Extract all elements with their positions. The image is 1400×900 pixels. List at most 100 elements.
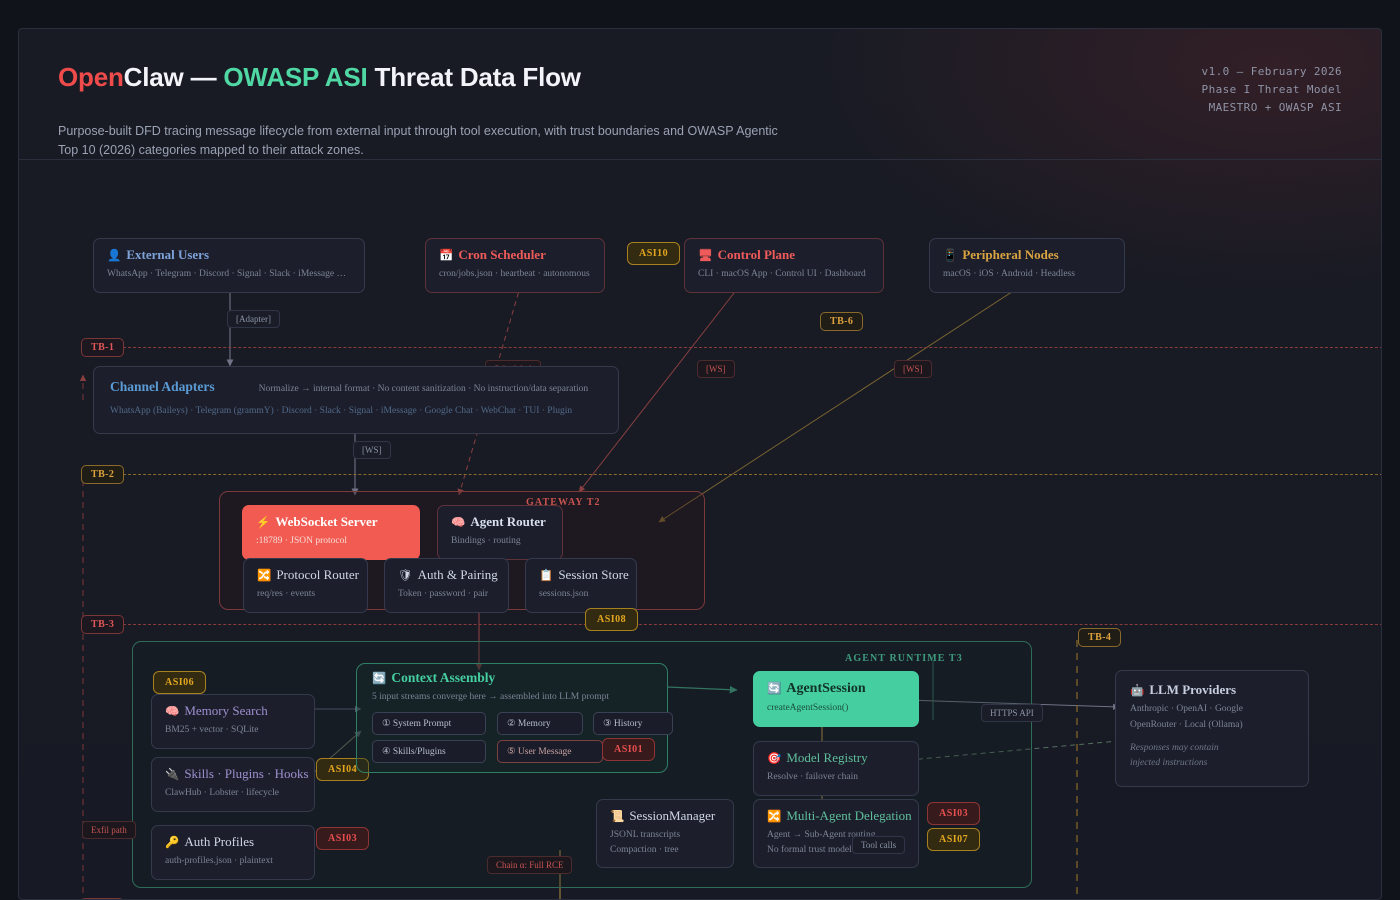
- node-websocket-server[interactable]: ⚡ WebSocket Server :18789 · JSON protocol: [242, 505, 420, 560]
- scroll-icon: 📜: [610, 811, 625, 823]
- boundary-tag-tb2: TB-2: [81, 465, 125, 484]
- node-peripheral-nodes[interactable]: 📱 Peripheral Nodes macOS · iOS · Android …: [929, 238, 1125, 293]
- node-llm-providers[interactable]: 🤖 LLM Providers Anthropic · OpenAI · Goog…: [1115, 670, 1309, 788]
- plug-icon: 🔌: [165, 769, 180, 781]
- title-dash: —: [183, 62, 224, 92]
- zone-label-gateway: GATEWAY T2: [526, 497, 601, 508]
- node-subtitle: cron/jobs.json · heartbeat · autonomous: [439, 269, 590, 280]
- loop-icon: 🔄: [372, 673, 387, 685]
- node-agent-session[interactable]: 🔄 AgentSession createAgentSession(): [753, 671, 919, 727]
- node-title: 📜 SessionManager: [610, 808, 716, 823]
- node-title: 🔌 Skills · Plugins · Hooks: [165, 766, 309, 781]
- mobile-icon: 📱: [943, 250, 958, 262]
- node-title: 📋 Session Store: [539, 567, 629, 582]
- node-subtitle: CLI · macOS App · Control UI · Dashboard: [698, 269, 866, 280]
- edge-label-ws-1: [WS]: [697, 360, 735, 378]
- node-auth-profiles[interactable]: 🔑 Auth Profiles auth-profiles.json · plai…: [151, 825, 315, 880]
- shuffle-icon: 🔀: [257, 570, 272, 582]
- node-subtitle: Agent → Sub-Agent routing: [767, 830, 876, 841]
- asi-badge-asi03-auth[interactable]: ASI03: [316, 827, 370, 850]
- node-subtitle: macOS · iOS · Android · Headless: [943, 269, 1075, 280]
- node-title: 🔀 Multi-Agent Delegation: [767, 808, 912, 823]
- brain-icon: 🧠: [451, 517, 466, 529]
- node-control-plane[interactable]: 🖥 Control Plane CLI · macOS App · Control…: [684, 238, 884, 293]
- asi-badge-asi04[interactable]: ASI04: [316, 758, 370, 781]
- asi-badge-asi10[interactable]: ASI10: [627, 242, 681, 265]
- node-title: 🧠 Agent Router: [451, 514, 546, 529]
- chip-memory[interactable]: ② Memory: [497, 712, 583, 735]
- page-title: OpenClaw — OWASP ASI Threat Data Flow: [58, 62, 581, 93]
- llm-note-1: Responses may contain: [1130, 743, 1219, 754]
- node-subtitle: sessions.json: [539, 589, 589, 600]
- channel-adapters-list: WhatsApp (Baileys) · Telegram (grammY) ·…: [110, 406, 573, 417]
- channel-adapters-title: Channel Adapters: [110, 379, 215, 394]
- node-subtitle: :18789 · JSON protocol: [256, 536, 348, 547]
- boundary-tag-tb3: TB-3: [81, 615, 125, 634]
- doc-metadata: v1.0 — February 2026 Phase I Threat Mode…: [1202, 63, 1342, 116]
- asi-badge-asi06[interactable]: ASI06: [153, 671, 207, 694]
- chip-user-message[interactable]: ⑤ User Message: [497, 740, 603, 763]
- node-memory-search[interactable]: 🧠 Memory Search BM25 + vector · SQLite: [151, 694, 315, 749]
- boundary-line-tb1: [83, 347, 1381, 348]
- node-external-users[interactable]: 👤 External Users WhatsApp · Telegram · Di…: [93, 238, 365, 293]
- edge-label-adapter: [Adapter]: [227, 310, 280, 328]
- monitor-icon: 🖥: [698, 250, 713, 262]
- zone-label-agent-runtime: AGENT RUNTIME T3: [845, 653, 963, 664]
- node-subtitle: JSONL transcripts: [610, 830, 681, 841]
- page-subtitle: Purpose-built DFD tracing message lifecy…: [58, 124, 778, 158]
- lightning-icon: ⚡: [256, 517, 271, 529]
- diagram-canvas: TB-1 TB-2 TB-3 TB-4 TB-5 TB-6 👤External …: [19, 160, 1381, 899]
- node-session-store[interactable]: 📋 Session Store sessions.json: [525, 558, 637, 613]
- asi-badge-asi08[interactable]: ASI08: [585, 608, 639, 631]
- edge-label-exfil-path: Exfil path: [82, 821, 136, 839]
- chip-skills-plugins[interactable]: ④ Skills/Plugins: [372, 740, 486, 763]
- node-subtitle-2: No formal trust model: [767, 844, 852, 855]
- node-skills-plugins-hooks[interactable]: 🔌 Skills · Plugins · Hooks ClawHub · Lobs…: [151, 757, 315, 812]
- boundary-tag-tb1: TB-1: [81, 338, 125, 357]
- node-subtitle: auth-profiles.json · plaintext: [165, 856, 273, 867]
- node-agent-router[interactable]: 🧠 Agent Router Bindings · routing: [437, 505, 563, 560]
- edge-label-chain-rce: Chain α: Full RCE: [487, 856, 573, 874]
- llm-sub-1: Anthropic · OpenAI · Google: [1130, 704, 1243, 715]
- node-title: 📱 Peripheral Nodes: [943, 247, 1059, 262]
- chip-system-prompt[interactable]: ① System Prompt: [372, 712, 486, 735]
- asi-badge-asi07[interactable]: ASI07: [927, 828, 981, 851]
- node-session-manager[interactable]: 📜 SessionManager JSONL transcripts Compac…: [596, 799, 734, 869]
- llm-sub-2: OpenRouter · Local (Ollama): [1130, 719, 1243, 730]
- context-assembly-title: 🔄 Context Assembly: [372, 670, 496, 685]
- node-subtitle: Token · password · pair: [398, 589, 489, 600]
- node-title: 🔀 Protocol Router: [257, 567, 360, 582]
- boundary-line-tb3: [83, 624, 1381, 625]
- node-subtitle: ClawHub · Lobster · lifecycle: [165, 788, 279, 799]
- node-title: 📅 Cron Scheduler: [439, 247, 546, 262]
- node-channel-adapters[interactable]: Channel Adapters Normalize → internal fo…: [93, 366, 619, 434]
- page-header: OpenClaw — OWASP ASI Threat Data Flow Pu…: [19, 29, 1381, 160]
- node-multi-agent-delegation[interactable]: 🔀 Multi-Agent Delegation Agent → Sub-Agen…: [753, 799, 919, 869]
- node-subtitle: BM25 + vector · SQLite: [165, 725, 259, 736]
- node-cron-scheduler[interactable]: 📅 Cron Scheduler cron/jobs.json · heartbe…: [425, 238, 605, 293]
- node-model-registry[interactable]: 🎯 Model Registry Resolve · failover chain: [753, 741, 919, 796]
- asi-badge-asi01[interactable]: ASI01: [602, 738, 656, 761]
- edge-label-tool-calls: Tool calls: [852, 836, 906, 854]
- node-subtitle-2: Compaction · tree: [610, 844, 679, 855]
- key-icon: 🔑: [165, 837, 180, 849]
- chip-history[interactable]: ③ History: [593, 712, 673, 735]
- title-owasp: OWASP ASI: [223, 62, 368, 92]
- node-subtitle: Resolve · failover chain: [767, 772, 859, 783]
- context-assembly-subtitle: 5 input streams converge here → assemble…: [372, 692, 610, 702]
- asi-badge-asi03-delegation[interactable]: ASI03: [927, 802, 981, 825]
- node-auth-pairing[interactable]: 🛡 Auth & Pairing Token · password · pair: [384, 558, 509, 613]
- shield-icon: 🛡: [398, 570, 413, 582]
- user-icon: 👤: [107, 250, 122, 262]
- target-icon: 🎯: [767, 753, 782, 765]
- calendar-icon: 📅: [439, 250, 454, 262]
- title-open: Open: [58, 62, 124, 92]
- node-title: 🖥 Control Plane: [698, 247, 796, 262]
- llm-note-2: injected instructions: [1130, 757, 1208, 768]
- clipboard-icon: 📋: [539, 570, 554, 582]
- node-subtitle: WhatsApp · Telegram · Discord · Signal ·…: [107, 269, 346, 280]
- diagram-card: OpenClaw — OWASP ASI Threat Data Flow Pu…: [18, 28, 1382, 900]
- node-subtitle: createAgentSession(): [767, 703, 849, 714]
- shuffle-icon: 🔀: [767, 811, 782, 823]
- node-protocol-router[interactable]: 🔀 Protocol Router req/res · events: [243, 558, 368, 613]
